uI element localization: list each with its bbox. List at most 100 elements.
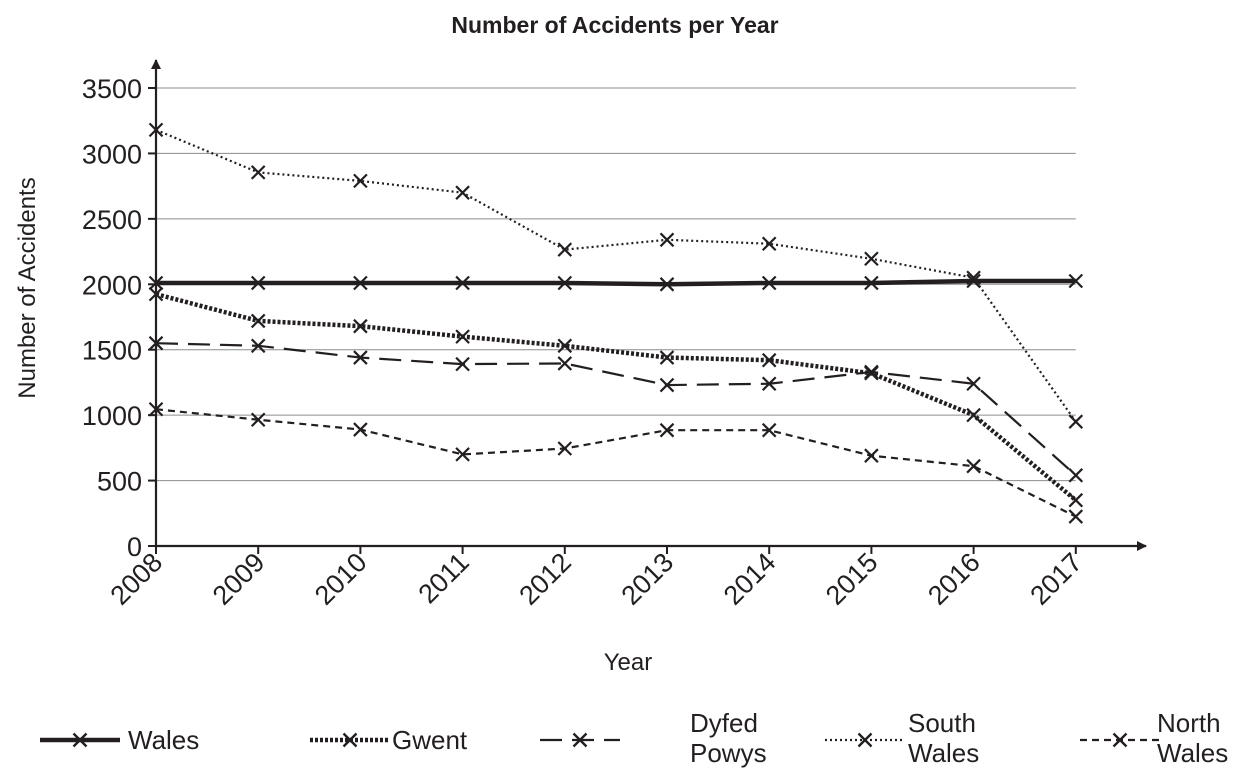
data-point-north-wales — [864, 448, 879, 463]
data-point-gwent — [1068, 492, 1084, 508]
series-south-wales — [148, 122, 1084, 429]
y-tick-label: 1500 — [82, 336, 142, 366]
series-line-dyfed-powys — [155, 342, 1077, 477]
data-point-south-wales — [557, 242, 573, 257]
data-point-gwent — [659, 350, 675, 365]
legend-marker — [857, 732, 873, 748]
data-point-south-wales — [353, 173, 368, 189]
series-layer — [148, 122, 1084, 524]
series-dyfed-powys — [148, 335, 1084, 483]
series-north-wales — [148, 401, 1084, 524]
y-tick-label: 1000 — [82, 401, 142, 431]
data-point-wales — [250, 275, 266, 291]
legend: Wales Gwent Dyfed Powys South Wales North Wales — [40, 708, 1228, 768]
data-point-dyfed-powys — [966, 376, 981, 392]
data-point-south-wales — [1068, 414, 1084, 429]
data-point-dyfed-powys — [1068, 468, 1084, 483]
x-tick-label: 2013 — [616, 547, 680, 611]
data-point-north-wales — [557, 441, 573, 456]
legend-label: Dyfed Powys — [690, 708, 767, 768]
data-point-north-wales — [966, 458, 981, 474]
x-axis-ticks: 2008 2009 2010 2011 2012 2013 2014 2015 2016 2017 — [105, 546, 1088, 611]
data-point-dyfed-powys — [864, 364, 879, 380]
legend-item-wales: Wales — [40, 725, 199, 755]
series-line-gwent — [155, 291, 1078, 502]
data-point-dyfed-powys — [148, 335, 164, 351]
x-tick-label: 2010 — [309, 547, 373, 611]
x-tick-label: 2012 — [513, 547, 577, 611]
legend-item-gwent: Gwent — [310, 725, 468, 755]
data-point-north-wales — [761, 422, 777, 438]
data-point-wales — [1068, 273, 1084, 289]
y-tick-label: 3000 — [82, 139, 142, 169]
chart-title: Number of Accidents per Year — [451, 12, 778, 38]
y-axis-ticks: 0 500 1000 1500 2000 2500 3000 3500 — [82, 74, 156, 562]
data-point-south-wales — [966, 270, 981, 286]
legend-marker — [72, 732, 88, 748]
x-tick-label: 2016 — [922, 547, 986, 611]
x-tick-label: 2008 — [105, 547, 169, 611]
legend-item-south-wales: South Wales — [825, 708, 979, 768]
y-axis-label: Number of Accidents — [14, 177, 41, 398]
series-wales — [148, 273, 1084, 292]
data-point-south-wales — [864, 251, 879, 267]
data-point-dyfed-powys — [557, 356, 573, 371]
data-point-north-wales — [148, 401, 164, 417]
data-point-wales — [557, 275, 573, 291]
series-line-wales — [156, 278, 1076, 287]
data-point-wales — [659, 277, 675, 292]
legend-label: South Wales — [908, 708, 979, 768]
y-tick-label: 3500 — [82, 74, 142, 104]
data-point-gwent — [148, 286, 164, 302]
y-tick-label: 500 — [97, 467, 142, 497]
data-point-south-wales — [455, 185, 470, 200]
y-tick-label: 2500 — [82, 205, 142, 235]
legend-marker — [572, 732, 588, 748]
legend-marker — [342, 732, 358, 748]
data-point-gwent — [966, 407, 981, 423]
x-tick-label: 2017 — [1024, 547, 1088, 611]
data-point-dyfed-powys — [761, 376, 777, 392]
legend-label: Gwent — [392, 725, 468, 755]
data-point-gwent — [250, 313, 266, 329]
data-point-wales — [761, 275, 777, 291]
legend-item-north-wales: North Wales — [1080, 708, 1228, 768]
data-point-wales — [148, 275, 164, 291]
y-tick-label: 0 — [127, 532, 142, 562]
series-gwent — [148, 286, 1084, 508]
data-point-gwent — [557, 338, 573, 354]
data-point-north-wales — [455, 447, 470, 462]
data-point-wales — [353, 275, 368, 291]
data-point-south-wales — [659, 232, 675, 248]
y-tick-label: 2000 — [82, 270, 142, 300]
x-axis-label: Year — [604, 649, 653, 676]
data-point-dyfed-powys — [659, 377, 675, 393]
data-point-gwent — [761, 352, 777, 368]
data-point-dyfed-powys — [455, 356, 470, 372]
data-point-dyfed-powys — [353, 350, 368, 365]
data-point-wales — [864, 275, 879, 291]
data-point-wales — [455, 275, 470, 291]
data-point-south-wales — [761, 236, 777, 251]
legend-marker — [1112, 732, 1128, 748]
data-point-south-wales — [250, 165, 266, 180]
series-line-north-wales — [155, 408, 1077, 518]
x-tick-label: 2011 — [413, 547, 475, 609]
legend-item-dyfed-powys: Dyfed Powys — [540, 708, 767, 768]
legend-label: Wales — [128, 725, 199, 755]
x-tick-label: 2009 — [207, 547, 271, 611]
data-point-north-wales — [250, 412, 266, 428]
data-point-north-wales — [353, 422, 368, 437]
x-tick-label: 2014 — [718, 547, 782, 611]
data-point-gwent — [455, 329, 470, 344]
data-point-north-wales — [1068, 509, 1084, 524]
data-point-dyfed-powys — [250, 338, 266, 354]
axes — [151, 59, 1147, 551]
data-point-north-wales — [659, 422, 675, 438]
data-point-gwent — [353, 318, 368, 334]
legend-label: North Wales — [1157, 708, 1228, 768]
series-line-south-wales — [155, 128, 1077, 423]
data-point-south-wales — [148, 122, 164, 138]
x-tick-label: 2015 — [820, 547, 884, 611]
